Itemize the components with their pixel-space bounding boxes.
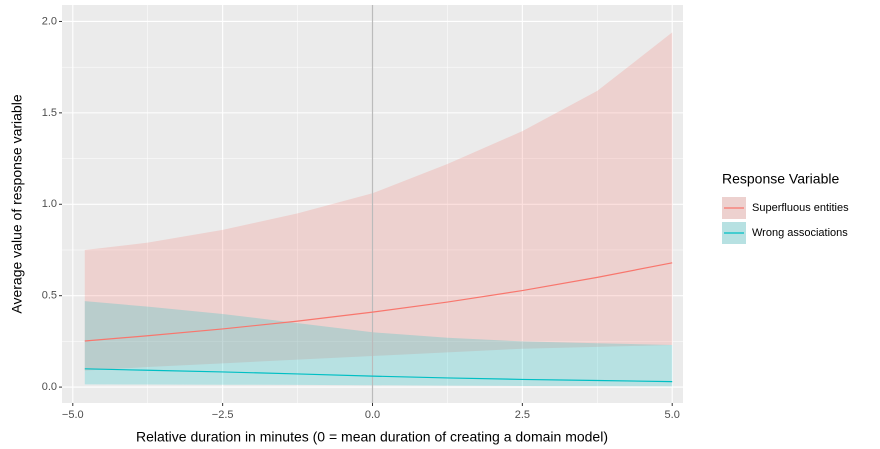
legend-label: Wrong associations <box>752 227 848 239</box>
legend-title: Response Variable <box>722 171 839 187</box>
y-tick-label: 0.5 <box>42 290 57 302</box>
x-tick-label: 5.0 <box>665 409 680 421</box>
x-tick-label: −2.5 <box>212 409 234 421</box>
ribbon <box>84 301 673 387</box>
y-tick-label: 0.0 <box>42 381 57 393</box>
legend-label: Superfluous entities <box>752 202 849 214</box>
ribbon <box>84 32 673 371</box>
x-tick-label: −5.0 <box>62 409 84 421</box>
x-tick-label: 2.5 <box>515 409 530 421</box>
y-tick-label: 1.0 <box>42 198 57 210</box>
y-tick-label: 2.0 <box>42 15 57 27</box>
x-tick-label: 0.0 <box>365 409 380 421</box>
y-axis-label: Average value of response variable <box>9 94 25 313</box>
line <box>84 368 673 383</box>
y-tick-label: 1.5 <box>42 107 57 119</box>
line <box>84 262 673 342</box>
x-axis-label: Relative duration in minutes (0 = mean d… <box>136 429 608 445</box>
